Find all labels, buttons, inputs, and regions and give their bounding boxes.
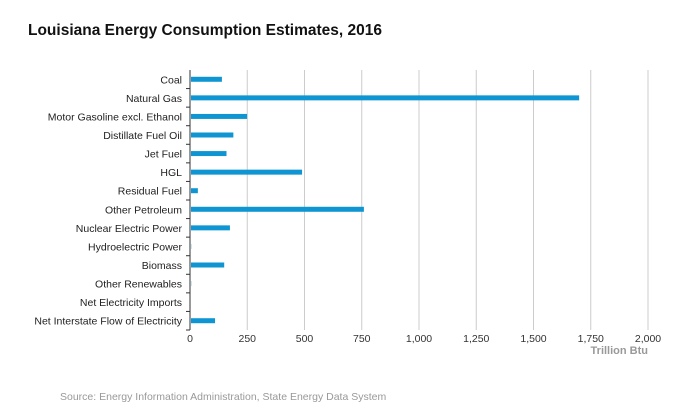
- category-label: Net Interstate Flow of Electricity: [34, 316, 182, 328]
- x-tick-label: 2,000: [635, 333, 661, 345]
- bar: [191, 318, 216, 324]
- bar: [191, 95, 580, 101]
- bar: [191, 188, 198, 194]
- bar: [191, 113, 248, 119]
- x-tick-label: 250: [238, 333, 256, 345]
- category-label: Motor Gasoline excl. Ethanol: [48, 111, 182, 123]
- category-label: Other Renewables: [95, 279, 182, 291]
- category-label: Natural Gas: [126, 93, 182, 105]
- category-label: Hydroelectric Power: [88, 241, 182, 253]
- x-tick-label: 500: [296, 333, 314, 345]
- bar: [191, 169, 303, 175]
- x-tick-label: 0: [187, 333, 193, 345]
- category-label: Biomass: [142, 260, 182, 272]
- category-label: HGL: [160, 167, 182, 179]
- source-note: Source: Energy Information Administratio…: [60, 391, 386, 403]
- bar: [191, 206, 364, 212]
- category-label: Net Electricity Imports: [80, 297, 182, 309]
- category-label: Coal: [160, 74, 182, 86]
- x-tick-label: 1,000: [406, 333, 432, 345]
- category-labels: Coal Natural Gas Motor Gasoline excl. Etha…: [34, 74, 182, 327]
- x-tick-labels: 0 250 500 750 1,000 1,250 1,500 1,750 2,000: [187, 333, 661, 345]
- category-label: Other Petroleum: [105, 204, 182, 216]
- bar: [191, 151, 227, 157]
- chart-title: Louisiana Energy Consumption Estimates, …: [28, 22, 382, 39]
- gridlines: [246, 70, 649, 330]
- category-label: Jet Fuel: [145, 149, 182, 161]
- bar: [191, 132, 234, 138]
- bar: [191, 262, 225, 268]
- category-label: Residual Fuel: [118, 186, 182, 198]
- x-tick-label: 750: [353, 333, 371, 345]
- bars: [186, 76, 580, 331]
- bar: [191, 225, 230, 231]
- x-tick-label: 1,750: [578, 333, 604, 345]
- category-label: Nuclear Electric Power: [76, 223, 183, 235]
- category-label: Distillate Fuel Oil: [103, 130, 182, 142]
- bar: [191, 76, 222, 82]
- x-tick-label: 1,500: [520, 333, 546, 345]
- x-axis-title: Trillion Btu: [591, 345, 648, 357]
- x-tick-label: 1,250: [463, 333, 489, 345]
